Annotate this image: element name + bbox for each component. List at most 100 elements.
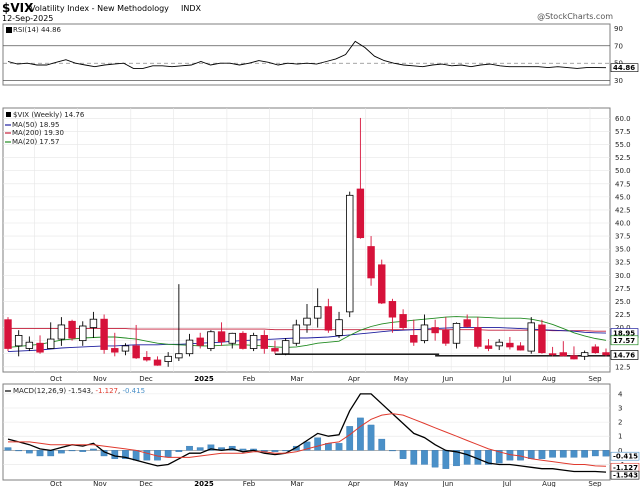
macd-histogram-bar xyxy=(68,450,76,452)
price-value-tag: 17.57 xyxy=(613,337,635,345)
price-value-tag: 18.95 xyxy=(613,330,635,338)
candle-body xyxy=(89,318,98,328)
candle-body xyxy=(217,331,226,343)
candle xyxy=(313,288,322,328)
candle-body xyxy=(420,324,429,342)
x-axis-label: Sep xyxy=(588,375,602,383)
candle xyxy=(442,317,450,346)
candle xyxy=(249,332,258,352)
macd-line xyxy=(7,393,607,473)
x-axis-label-bottom: 2025 xyxy=(194,480,214,487)
candle-body xyxy=(292,324,301,344)
candle xyxy=(559,341,567,357)
price-tick-label: 35.0 xyxy=(615,246,631,254)
candle xyxy=(260,330,268,354)
price-legend: $VIX (Weekly) 14.76 xyxy=(13,111,85,119)
rsi-plot: 3050709044.86 xyxy=(3,25,639,85)
candle-body xyxy=(111,348,119,353)
macd-tick-label: 4 xyxy=(618,390,623,398)
candle-body xyxy=(506,342,514,348)
candle-body xyxy=(228,332,236,344)
candle-body xyxy=(100,318,108,350)
price-tick-label: 25.0 xyxy=(615,298,631,306)
macd-histogram-bar xyxy=(453,450,460,467)
candle xyxy=(495,339,503,351)
price-legend-swatch xyxy=(6,112,11,117)
candle xyxy=(303,304,311,333)
macd-histogram-bar xyxy=(292,445,300,451)
candle-body xyxy=(25,341,34,349)
chart-symbol: $VIX xyxy=(2,1,34,15)
candle xyxy=(185,333,194,357)
rsi-tick-label: 70 xyxy=(614,42,623,50)
candle-body xyxy=(463,319,471,327)
candle xyxy=(153,356,162,366)
candle-body xyxy=(207,331,215,349)
macd-histogram-bar xyxy=(228,445,236,451)
candle-body xyxy=(324,306,333,331)
ma20-legend: MA(20) 17.57 xyxy=(12,138,59,146)
candle-body xyxy=(313,306,322,319)
stockcharts-copyright: @StockCharts.com xyxy=(537,12,613,21)
x-axis-label: May xyxy=(394,375,408,383)
candle-body xyxy=(121,345,130,352)
candle xyxy=(196,332,204,349)
macd-histogram-bar xyxy=(421,450,428,465)
candle xyxy=(506,336,514,350)
price-value-tag-box xyxy=(610,335,639,346)
macd-histogram-bar xyxy=(410,450,418,465)
candle-body xyxy=(548,353,557,356)
candle-body xyxy=(36,342,44,353)
macd-tick-label: 0 xyxy=(618,447,622,455)
candle-body xyxy=(378,264,386,304)
ma200-legend: MA(200) 19.30 xyxy=(12,129,64,137)
price-tick-label: 50.0 xyxy=(615,167,631,175)
candle xyxy=(410,319,418,346)
candle xyxy=(431,319,439,341)
candle-body xyxy=(591,346,600,354)
macd-legend-name: MACD(12,26,9) xyxy=(13,387,66,395)
macd-histogram-bar xyxy=(335,443,343,451)
candle-body xyxy=(196,337,204,346)
rsi-tick-label: 30 xyxy=(614,77,623,85)
candle xyxy=(591,344,600,354)
macd-histogram-bar xyxy=(15,450,23,452)
macd-histogram-bar xyxy=(495,450,503,464)
candle-body xyxy=(79,325,87,342)
price-value-tag: 14.76 xyxy=(613,351,635,359)
macd-histogram-bar xyxy=(282,450,289,452)
candle xyxy=(346,191,354,318)
macd-value-tag: -0.415 xyxy=(613,453,638,461)
macd-histogram-bar xyxy=(132,450,140,461)
price-tick-label: 40.0 xyxy=(615,220,631,228)
candle xyxy=(388,298,397,333)
x-axis-label-bottom: Oct xyxy=(50,480,62,487)
macd-histogram-bar xyxy=(303,441,311,451)
x-axis-label: Nov xyxy=(93,375,107,383)
candle xyxy=(36,335,44,354)
candle xyxy=(292,319,301,346)
candle xyxy=(399,309,407,331)
candle-body xyxy=(68,320,76,339)
candle xyxy=(217,322,226,346)
candle xyxy=(25,336,34,352)
candle-body xyxy=(367,246,375,279)
macd-value-tag: -1.543 xyxy=(613,472,638,480)
macd-plot: -101234-0.415-1.127-1.543 xyxy=(3,390,640,480)
candle xyxy=(207,330,215,352)
macd-histogram-bar xyxy=(527,450,535,459)
macd-histogram-bar xyxy=(399,450,407,459)
x-axis-label: Feb xyxy=(243,375,256,383)
candle-body xyxy=(260,335,268,349)
macd-histogram-bar xyxy=(164,450,172,458)
candle-body xyxy=(153,359,162,366)
candle xyxy=(121,343,130,356)
candle xyxy=(89,311,98,339)
x-axis-label-bottom: Jul xyxy=(502,480,512,487)
macd-histogram-bar xyxy=(442,450,450,469)
signal-line xyxy=(8,413,607,467)
candle-body xyxy=(580,352,589,357)
candle xyxy=(271,340,279,354)
candle xyxy=(4,317,12,352)
